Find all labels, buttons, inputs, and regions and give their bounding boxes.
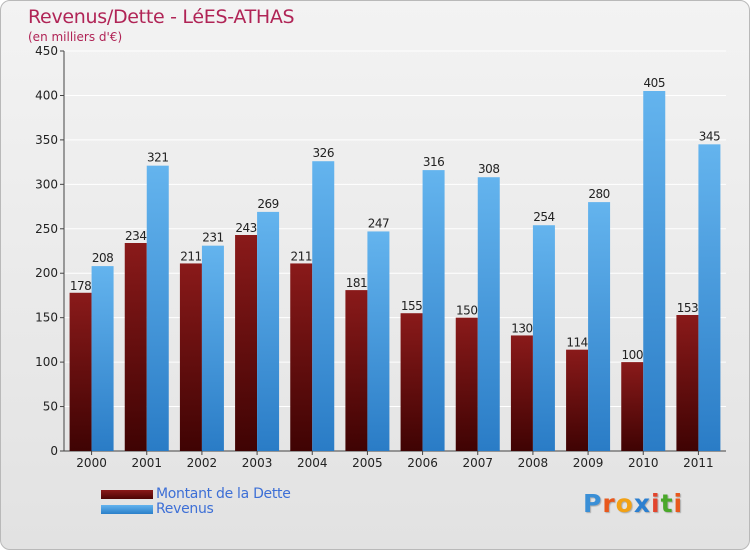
x-tick-label: 2004 [297, 456, 328, 470]
bar-revenue [698, 144, 721, 452]
bar-debt [345, 290, 368, 451]
bar-debt [179, 263, 202, 451]
x-tick-label: 2008 [518, 456, 549, 470]
bar-debt [235, 235, 258, 451]
data-label-debt: 211 [180, 249, 201, 263]
x-tick-label: 2005 [352, 456, 383, 470]
logo-letter: t [660, 489, 674, 518]
data-label-revenue: 405 [644, 76, 665, 90]
data-label-revenue: 231 [202, 231, 223, 245]
y-tick-label: 150 [35, 311, 58, 325]
bar-debt [400, 313, 423, 451]
bar-revenue [643, 91, 666, 451]
bar-debt [676, 315, 699, 451]
bar-debt [290, 263, 313, 451]
legend-label-debt: Montant de la Dette [156, 486, 291, 502]
bar-debt [621, 362, 644, 451]
bar-revenue [367, 231, 390, 451]
legend-swatch-debt [101, 490, 153, 499]
legend-swatch-revenue [101, 505, 153, 514]
x-tick-label: 2000 [76, 456, 107, 470]
logo-letter: P [583, 489, 603, 518]
bar-revenue [201, 245, 224, 451]
y-tick-label: 400 [35, 88, 58, 102]
bar-debt [124, 243, 147, 451]
bar-revenue [146, 165, 169, 451]
x-tick-label: 2009 [573, 456, 604, 470]
bar-revenue [532, 225, 555, 451]
y-tick-label: 250 [35, 222, 58, 236]
logo-letter: r [602, 489, 616, 518]
bar-revenue [312, 161, 335, 451]
x-tick-label: 2002 [187, 456, 218, 470]
data-label-revenue: 308 [478, 162, 499, 176]
data-label-revenue: 326 [313, 146, 334, 160]
bar-debt [455, 317, 478, 451]
x-tick-label: 2001 [131, 456, 162, 470]
bar-revenue [91, 266, 114, 451]
data-label-debt: 181 [346, 276, 367, 290]
bar-debt [69, 292, 92, 451]
data-label-revenue: 321 [147, 151, 168, 165]
data-label-revenue: 254 [533, 210, 554, 224]
data-label-debt: 155 [401, 299, 422, 313]
chart-subtitle: (en milliers d'€) [28, 30, 123, 44]
data-label-debt: 153 [677, 301, 698, 315]
y-tick-label: 50 [43, 400, 58, 414]
chart-title: Revenus/Dette - LéES-ATHAS [28, 6, 295, 28]
x-tick-label: 2006 [407, 456, 438, 470]
data-label-debt: 243 [235, 221, 256, 235]
bar-revenue [477, 177, 500, 451]
bar-debt [510, 335, 533, 451]
data-label-debt: 100 [622, 348, 643, 362]
proxiti-logo: Proxiti [583, 489, 683, 518]
legend-label-revenue: Revenus [156, 501, 214, 517]
x-tick-label: 2003 [242, 456, 273, 470]
logo-letter: i [651, 489, 661, 518]
x-tick-label: 2007 [462, 456, 493, 470]
data-label-revenue: 208 [92, 251, 113, 265]
y-tick-label: 200 [35, 266, 58, 280]
y-tick-label: 100 [35, 355, 58, 369]
x-tick-label: 2010 [628, 456, 659, 470]
data-label-debt: 114 [566, 336, 587, 350]
data-label-debt: 130 [511, 321, 532, 335]
y-tick-label: 300 [35, 177, 58, 191]
logo-letter: i [673, 489, 684, 518]
data-label-revenue: 316 [423, 155, 444, 169]
data-label-revenue: 280 [588, 187, 609, 201]
data-label-revenue: 269 [257, 197, 278, 211]
data-label-revenue: 345 [699, 129, 720, 143]
bar-debt [566, 349, 589, 451]
x-tick-label: 2011 [683, 456, 714, 470]
bar-revenue [422, 170, 445, 451]
bar-revenue [257, 211, 280, 451]
y-tick-label: 350 [35, 133, 58, 147]
y-tick-label: 450 [35, 44, 58, 58]
data-label-debt: 234 [125, 229, 146, 243]
data-label-debt: 178 [70, 279, 91, 293]
logo-letter: x [633, 489, 651, 518]
data-label-debt: 211 [291, 249, 312, 263]
data-label-revenue: 247 [368, 216, 389, 230]
y-tick-label: 0 [50, 444, 58, 458]
bar-revenue [588, 202, 611, 451]
data-label-debt: 150 [456, 304, 477, 318]
logo-letter: o [615, 489, 634, 518]
